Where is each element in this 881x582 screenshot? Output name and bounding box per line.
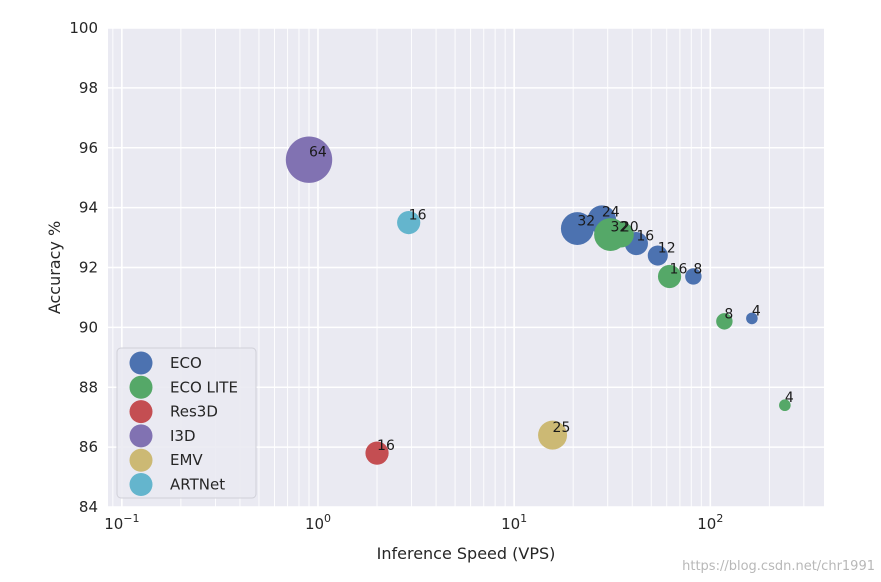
legend-label: ECO LITE — [170, 378, 238, 396]
data-point — [397, 210, 421, 235]
data-point-label: 4 — [752, 303, 761, 319]
data-point-label: 64 — [309, 145, 327, 161]
axis-ticks: 10−1 100 101 102 84 86 88 90 92 94 96 98 100 — [69, 19, 723, 533]
data-point — [560, 212, 594, 245]
y-tick-label: 92 — [79, 259, 98, 277]
data-point — [657, 264, 682, 289]
y-tick-label: 100 — [69, 19, 98, 37]
x-tick-label: 100 — [305, 512, 331, 533]
data-point — [716, 313, 733, 330]
data-point-label: 16 — [636, 229, 654, 245]
data-point-label: 32 — [611, 220, 629, 236]
data-point-label: 16 — [409, 208, 427, 224]
data-point — [285, 136, 333, 183]
x-tick-label: 10−1 — [104, 512, 139, 533]
legend-marker — [129, 351, 153, 375]
data-point-label: 4 — [785, 390, 794, 406]
data-point — [647, 245, 668, 266]
data-point-label: 32 — [577, 214, 595, 230]
data-point-label: 8 — [724, 306, 733, 322]
data-point-label: 16 — [670, 261, 688, 277]
grid — [108, 27, 824, 508]
legend-marker — [129, 473, 153, 496]
data-point — [538, 420, 568, 450]
x-tick-label: 102 — [697, 512, 723, 533]
legend-label: EMV — [170, 451, 203, 469]
data-point-label: 25 — [553, 420, 571, 436]
data-point — [685, 268, 702, 285]
legend-marker — [129, 400, 153, 424]
legend-marker — [129, 375, 153, 399]
data-point-label: 20 — [621, 220, 639, 236]
y-tick-label: 96 — [79, 139, 98, 157]
y-tick-label: 90 — [79, 318, 98, 336]
data-point — [746, 312, 758, 325]
watermark-text: https://blog.csdn.net/chr1991 — [682, 559, 875, 574]
legend-marker — [129, 448, 153, 472]
x-tick-label: 101 — [501, 512, 527, 533]
legend: ECO ECO LITE Res3D I3D EMV ARTNet — [116, 347, 257, 499]
data-point-label: 8 — [693, 261, 702, 277]
data-point-label: 24 — [602, 205, 620, 221]
y-tick-label: 98 — [79, 79, 98, 97]
x-axis-label: Inference Speed (VPS) — [377, 544, 556, 563]
y-tick-label: 86 — [79, 438, 98, 456]
y-tick-label: 88 — [79, 378, 98, 396]
y-tick-label: 84 — [79, 498, 98, 516]
legend-marker — [129, 424, 153, 448]
data-point — [779, 399, 791, 412]
legend-label: Res3D — [170, 403, 218, 421]
legend-label: ECO — [170, 354, 202, 372]
legend-label: I3D — [170, 427, 196, 445]
data-point-label: 12 — [658, 241, 676, 257]
y-axis-label: Accuracy % — [45, 221, 64, 314]
data-point — [607, 221, 634, 248]
y-tick-label: 94 — [79, 199, 98, 217]
legend-label: ARTNet — [170, 476, 225, 494]
data-point — [365, 441, 389, 465]
data-point-label: 16 — [377, 438, 395, 454]
